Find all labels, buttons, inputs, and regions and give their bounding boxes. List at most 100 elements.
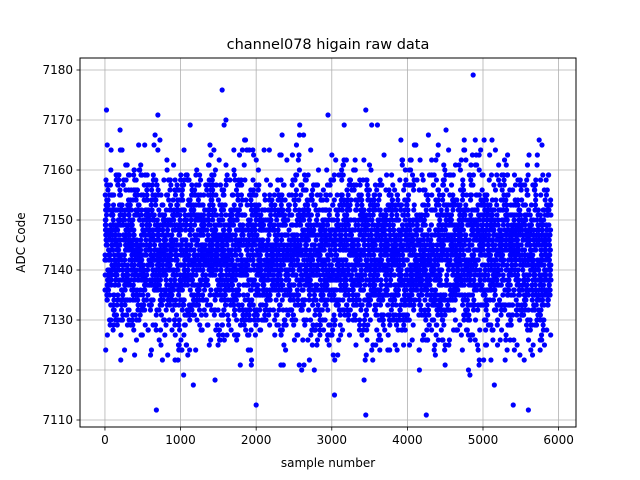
scatter-point xyxy=(223,182,229,188)
scatter-point xyxy=(368,167,374,173)
scatter-point xyxy=(384,252,390,258)
scatter-point xyxy=(194,237,201,243)
scatter-point xyxy=(142,142,148,148)
scatter-point xyxy=(293,192,299,198)
scatter-point xyxy=(340,162,347,168)
scatter-point xyxy=(421,217,427,223)
scatter-point xyxy=(324,222,331,228)
scatter-point xyxy=(238,177,244,183)
scatter-point xyxy=(174,257,180,263)
scatter-point xyxy=(282,222,288,228)
scatter-point xyxy=(446,342,452,348)
scatter-point xyxy=(204,277,210,283)
scatter-point xyxy=(460,187,467,193)
scatter-point xyxy=(405,197,411,203)
scatter-point xyxy=(439,257,445,263)
scatter-point xyxy=(173,272,179,278)
scatter-point xyxy=(279,327,285,333)
scatter-point xyxy=(233,252,239,258)
scatter-point xyxy=(248,362,254,368)
scatter-point xyxy=(181,302,187,308)
scatter-point xyxy=(447,307,453,313)
scatter-point xyxy=(428,257,434,263)
scatter-point xyxy=(278,202,284,208)
scatter-point xyxy=(334,192,340,198)
scatter-point xyxy=(393,322,400,328)
scatter-point xyxy=(348,272,355,278)
scatter-point xyxy=(471,297,477,303)
scatter-point xyxy=(117,187,123,193)
scatter-point xyxy=(153,312,159,318)
scatter-point xyxy=(388,172,395,178)
scatter-point xyxy=(323,302,329,308)
scatter-point xyxy=(322,262,329,268)
scatter-point xyxy=(365,222,371,228)
scatter-point xyxy=(309,187,316,193)
scatter-point xyxy=(104,332,110,338)
scatter-point xyxy=(300,337,306,343)
scatter-point xyxy=(427,277,433,283)
scatter-point xyxy=(130,282,136,288)
scatter-point xyxy=(293,142,300,148)
scatter-point xyxy=(143,297,150,303)
scatter-point xyxy=(309,342,315,348)
scatter-point xyxy=(442,362,448,368)
scatter-point xyxy=(394,192,401,198)
scatter-point xyxy=(359,202,365,208)
scatter-point xyxy=(460,247,466,253)
scatter-point xyxy=(122,257,128,263)
scatter-point xyxy=(312,202,318,208)
scatter-point xyxy=(163,307,169,313)
scatter-point xyxy=(248,267,254,273)
scatter-point xyxy=(306,217,313,223)
scatter-point xyxy=(322,317,328,323)
scatter-point xyxy=(419,172,425,178)
scatter-point xyxy=(197,322,203,328)
scatter-point xyxy=(147,307,154,313)
scatter-point xyxy=(112,232,118,238)
scatter-point xyxy=(220,242,226,248)
scatter-point xyxy=(311,242,318,248)
scatter-point xyxy=(161,177,167,183)
scatter-point xyxy=(290,312,297,318)
scatter-point xyxy=(341,122,347,128)
scatter-point xyxy=(252,242,258,248)
scatter-point xyxy=(319,307,325,313)
scatter-point xyxy=(364,257,370,263)
scatter-point xyxy=(232,277,239,283)
scatter-point xyxy=(172,277,178,283)
scatter-point xyxy=(247,307,253,313)
scatter-point xyxy=(391,272,398,278)
scatter-point xyxy=(136,217,143,223)
scatter-point xyxy=(105,202,111,208)
scatter-point xyxy=(463,192,470,198)
scatter-point xyxy=(317,192,323,198)
scatter-point xyxy=(292,177,298,183)
scatter-point xyxy=(167,202,174,208)
scatter-point xyxy=(148,247,154,253)
scatter-point xyxy=(252,227,258,233)
scatter-point xyxy=(398,232,405,238)
scatter-point xyxy=(194,317,200,323)
scatter-point xyxy=(187,232,193,238)
scatter-point xyxy=(464,307,471,313)
scatter-point xyxy=(317,252,323,258)
scatter-point xyxy=(311,367,317,373)
scatter-point xyxy=(340,172,346,178)
scatter-point xyxy=(339,177,345,183)
scatter-point xyxy=(467,372,473,378)
scatter-point xyxy=(353,342,359,348)
scatter-point xyxy=(406,342,413,348)
scatter-point xyxy=(331,292,337,298)
scatter-point xyxy=(213,192,219,198)
scatter-point xyxy=(117,127,123,133)
scatter-point xyxy=(395,197,401,203)
scatter-point xyxy=(136,202,142,208)
scatter-point xyxy=(251,317,257,323)
scatter-point xyxy=(398,202,405,208)
scatter-point xyxy=(187,197,193,203)
scatter-point xyxy=(402,302,409,308)
scatter-point xyxy=(184,172,190,178)
scatter-point xyxy=(374,202,381,208)
